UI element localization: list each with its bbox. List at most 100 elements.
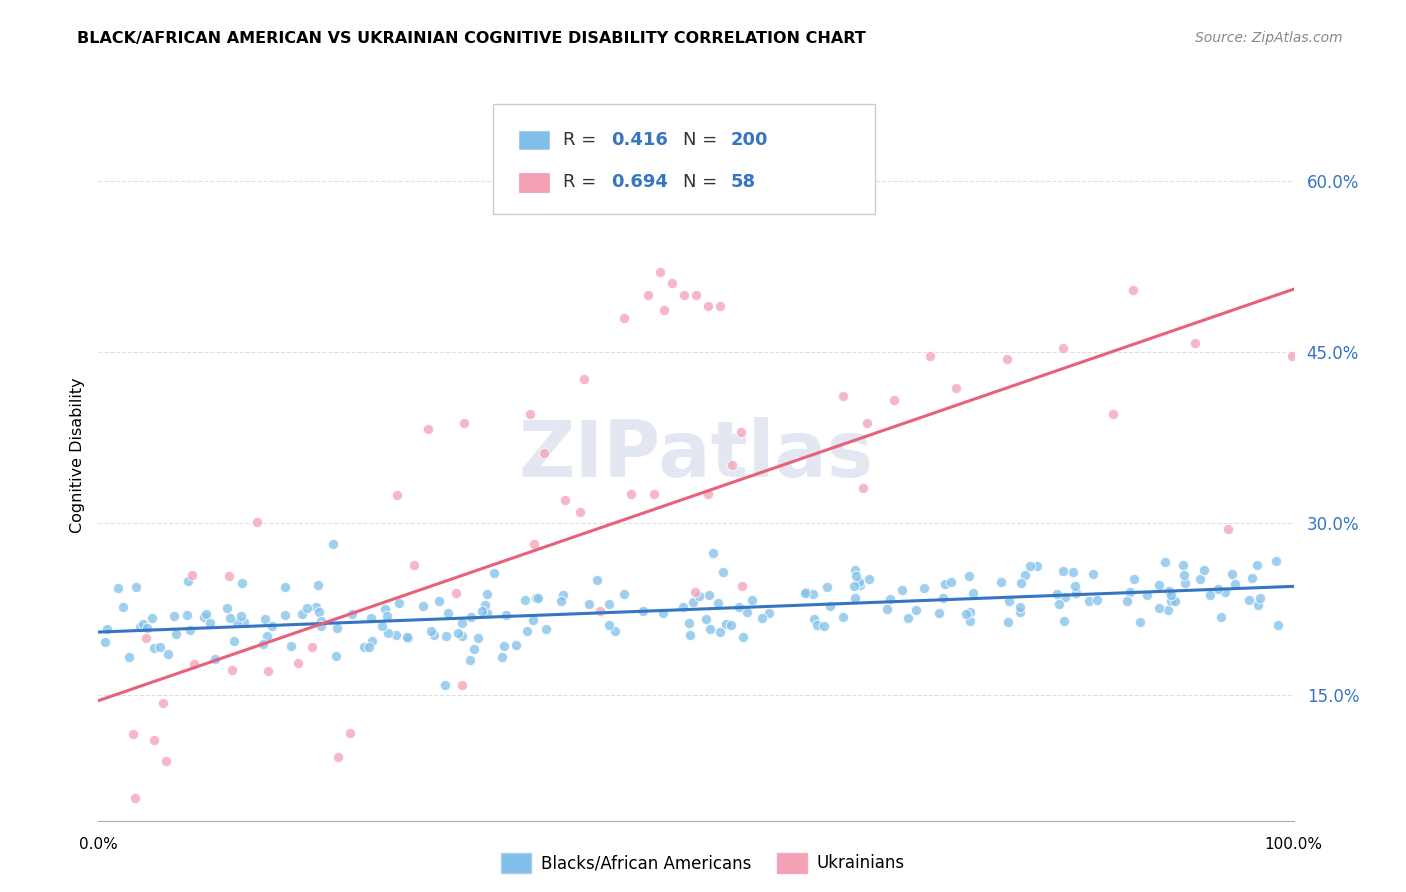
Point bbox=[260, 619, 283, 633]
Point bbox=[1223, 577, 1246, 591]
Point bbox=[377, 609, 399, 624]
Point bbox=[131, 617, 153, 632]
Point bbox=[796, 585, 818, 599]
Point bbox=[1085, 593, 1108, 607]
Point bbox=[832, 389, 855, 403]
Point bbox=[1241, 571, 1264, 585]
Point bbox=[374, 601, 396, 615]
Point bbox=[125, 580, 148, 594]
Point bbox=[932, 591, 955, 606]
Point bbox=[181, 568, 204, 582]
Point bbox=[447, 625, 470, 640]
Point bbox=[326, 750, 349, 764]
Point bbox=[122, 727, 145, 741]
Point bbox=[598, 618, 620, 632]
Text: 0.416: 0.416 bbox=[612, 130, 668, 149]
Point bbox=[709, 624, 731, 639]
Point bbox=[1216, 522, 1239, 536]
Point bbox=[412, 599, 434, 614]
Point bbox=[995, 352, 1018, 367]
Point bbox=[94, 634, 117, 648]
Text: 200: 200 bbox=[731, 130, 768, 149]
Point bbox=[1010, 575, 1032, 590]
Legend: Blacks/African Americans, Ukrainians: Blacks/African Americans, Ukrainians bbox=[495, 847, 911, 880]
Point bbox=[360, 633, 382, 648]
Point bbox=[176, 574, 198, 588]
Point bbox=[551, 588, 574, 602]
Point bbox=[702, 546, 724, 560]
Point bbox=[1019, 559, 1042, 574]
Point bbox=[326, 621, 349, 635]
Point bbox=[436, 606, 458, 620]
Point bbox=[905, 603, 928, 617]
Point bbox=[1025, 559, 1047, 574]
Point bbox=[492, 640, 515, 654]
Point bbox=[339, 725, 361, 739]
Point bbox=[176, 607, 198, 622]
Point bbox=[311, 614, 333, 628]
Point bbox=[353, 640, 375, 655]
Point bbox=[1052, 342, 1074, 356]
Point bbox=[815, 581, 838, 595]
Point bbox=[135, 631, 157, 645]
Point bbox=[731, 630, 754, 644]
Point bbox=[301, 640, 323, 654]
Point bbox=[858, 572, 880, 586]
Point bbox=[340, 607, 363, 621]
Point bbox=[1267, 618, 1289, 632]
Point bbox=[679, 628, 702, 642]
Point bbox=[586, 574, 609, 588]
Point bbox=[918, 349, 941, 363]
Point bbox=[143, 733, 166, 747]
Point bbox=[1014, 568, 1036, 582]
Point bbox=[524, 591, 547, 606]
Point bbox=[1213, 585, 1236, 599]
Point bbox=[1064, 579, 1087, 593]
Point bbox=[1184, 335, 1206, 350]
Point bbox=[453, 416, 475, 430]
Point bbox=[519, 407, 541, 421]
Point bbox=[165, 626, 187, 640]
Point bbox=[613, 310, 636, 325]
Point bbox=[111, 600, 134, 615]
Point bbox=[420, 624, 443, 638]
Point bbox=[661, 277, 683, 291]
Point bbox=[997, 594, 1019, 608]
Point bbox=[217, 601, 239, 615]
Text: 0.694: 0.694 bbox=[612, 173, 668, 192]
Point bbox=[307, 577, 329, 591]
Point bbox=[1249, 591, 1271, 605]
Point bbox=[803, 612, 825, 626]
Point bbox=[523, 537, 546, 551]
Point bbox=[322, 537, 344, 551]
Point bbox=[467, 631, 489, 645]
Point bbox=[876, 601, 898, 615]
Point bbox=[163, 609, 186, 624]
Point bbox=[672, 600, 695, 615]
Point bbox=[204, 652, 226, 666]
Point bbox=[1046, 587, 1069, 601]
Point bbox=[471, 604, 494, 618]
Point bbox=[1237, 593, 1260, 607]
Point bbox=[463, 642, 485, 657]
Point bbox=[1246, 598, 1268, 612]
Point bbox=[156, 647, 179, 661]
Point bbox=[155, 755, 177, 769]
Text: N =: N = bbox=[683, 173, 723, 192]
Point bbox=[1173, 568, 1195, 582]
Point bbox=[218, 569, 240, 583]
Point bbox=[505, 638, 527, 652]
Text: R =: R = bbox=[564, 173, 602, 192]
Point bbox=[844, 591, 866, 606]
Point bbox=[550, 594, 572, 608]
Text: R =: R = bbox=[564, 130, 602, 149]
Point bbox=[396, 632, 419, 646]
Point bbox=[128, 620, 150, 634]
Point bbox=[1101, 407, 1123, 421]
Point bbox=[1222, 566, 1244, 581]
Point bbox=[735, 605, 758, 619]
Point bbox=[195, 607, 218, 621]
Point bbox=[695, 612, 717, 626]
FancyBboxPatch shape bbox=[494, 103, 876, 213]
Point bbox=[1129, 615, 1152, 629]
